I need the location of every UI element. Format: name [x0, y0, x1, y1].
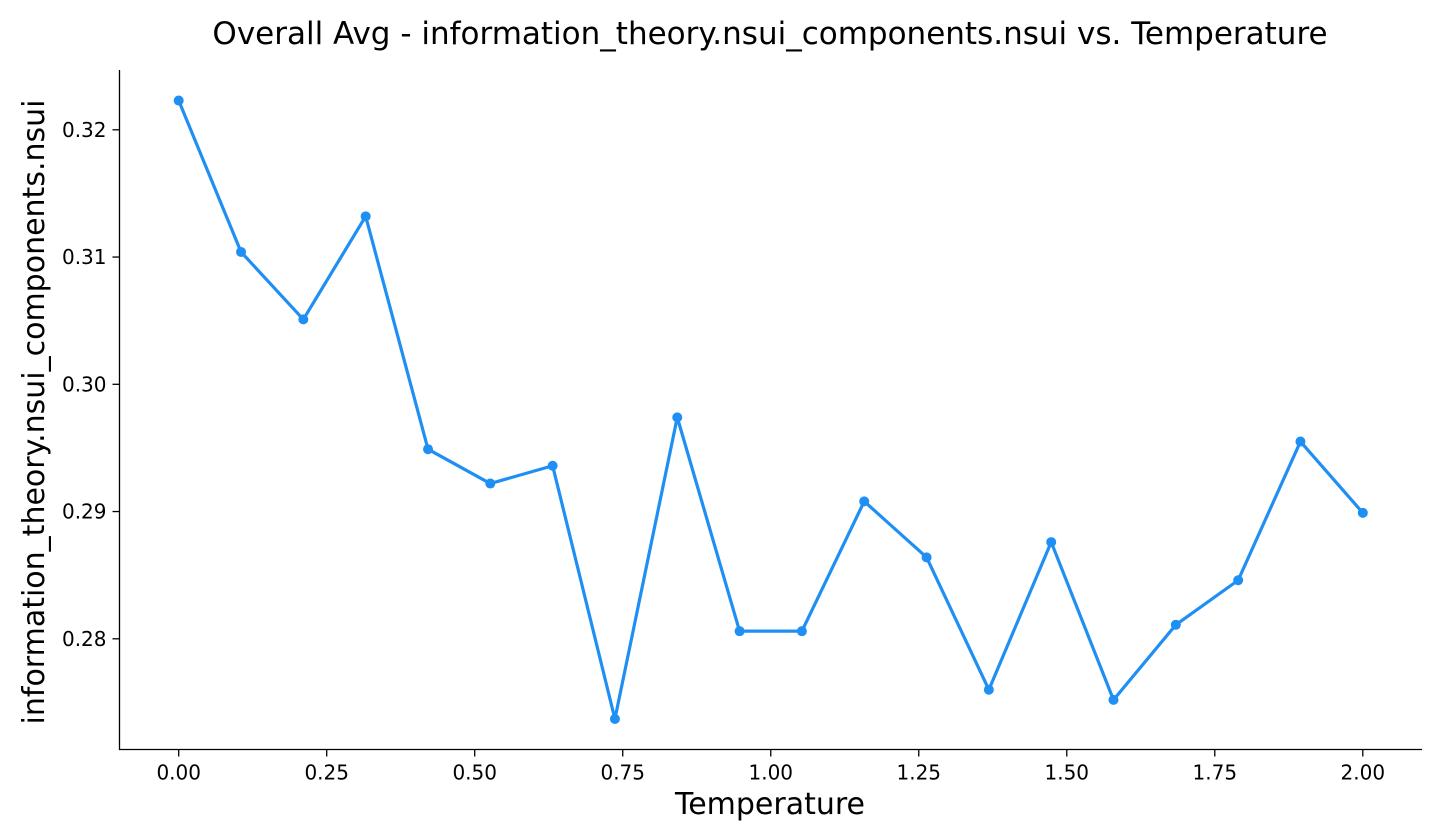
y-axis-title: information_theory.nsui_components.nsui	[17, 100, 52, 725]
chart-title: Overall Avg - information_theory.nsui_co…	[212, 16, 1327, 52]
data-point	[236, 246, 247, 257]
y-tick-label: 0.31	[62, 245, 107, 269]
data-point	[672, 412, 683, 423]
x-tick-label: 0.50	[452, 761, 497, 785]
x-tick-label: 1.00	[748, 761, 793, 785]
x-tick-label: 1.25	[896, 761, 941, 785]
x-tick-label: 1.50	[1045, 761, 1090, 785]
y-tick-label: 0.28	[62, 627, 107, 651]
x-tick-label: 0.00	[156, 761, 201, 785]
data-point	[921, 552, 932, 563]
data-point	[1295, 436, 1306, 447]
x-tick-label: 0.25	[304, 761, 349, 785]
y-tick-label: 0.30	[62, 372, 107, 396]
y-tick-label: 0.29	[62, 500, 107, 524]
data-point	[983, 684, 994, 695]
x-tick-label: 0.75	[600, 761, 645, 785]
data-point	[173, 95, 184, 106]
data-point	[298, 314, 309, 325]
y-axis-ticks: 0.28 0.29 0.30 0.31 0.32	[62, 118, 120, 651]
data-point	[547, 460, 558, 471]
data-point	[734, 626, 745, 637]
plot-area: 0.00 0.25 0.50 0.75 1.00 1.25 1.50 1.75 2.00 0.2…	[62, 70, 1422, 785]
data-point	[1233, 575, 1244, 586]
x-tick-label: 1.75	[1193, 761, 1238, 785]
data-point	[1108, 694, 1119, 705]
data-point	[609, 713, 620, 724]
y-tick-label: 0.32	[62, 118, 107, 142]
x-axis-title: Temperature	[674, 787, 865, 822]
series-line	[177, 98, 1365, 721]
data-point	[360, 211, 371, 222]
data-point	[1170, 619, 1181, 630]
data-point	[796, 626, 807, 637]
series-layer	[173, 95, 1368, 724]
data-point	[423, 444, 434, 455]
x-tick-label: 2.00	[1341, 761, 1386, 785]
data-point	[1357, 507, 1368, 518]
data-point	[485, 478, 496, 489]
x-axis-ticks: 0.00 0.25 0.50 0.75 1.00 1.25 1.50 1.75 2.00	[156, 749, 1386, 785]
data-point	[859, 496, 870, 507]
data-point	[1046, 537, 1057, 548]
